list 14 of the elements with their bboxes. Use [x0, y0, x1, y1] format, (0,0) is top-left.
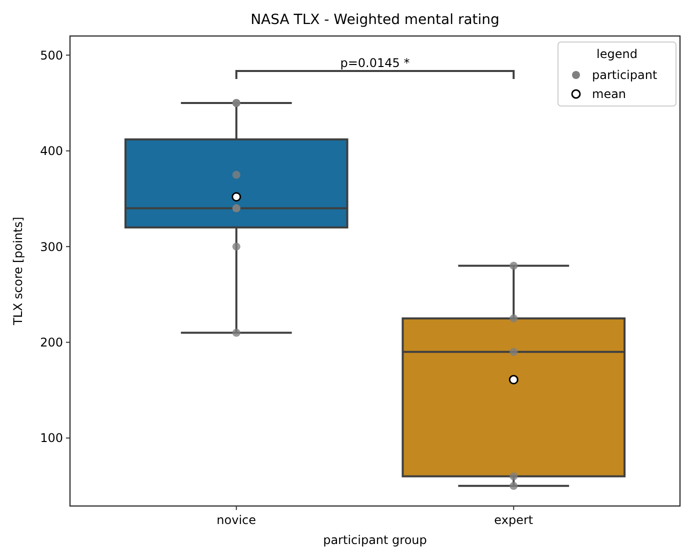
x-tick-label: novice — [216, 513, 256, 527]
y-tick-label: 200 — [40, 336, 63, 350]
chart-title: NASA TLX - Weighted mental rating — [250, 12, 500, 28]
legend-label: mean — [592, 87, 626, 102]
y-tick-label: 500 — [40, 48, 63, 62]
y-tick-label: 300 — [40, 240, 63, 254]
x-axis-title: participant group — [323, 533, 427, 547]
annotation: p=0.0145 * — [340, 56, 410, 70]
y-tick-label: 100 — [40, 431, 63, 446]
legend-label: participant — [592, 68, 658, 82]
x-tick-label: expert — [494, 513, 534, 527]
y-tick-label: 400 — [40, 144, 63, 158]
legend-title: legend — [596, 47, 638, 61]
y-axis-title: TLX score [points] — [11, 216, 25, 326]
